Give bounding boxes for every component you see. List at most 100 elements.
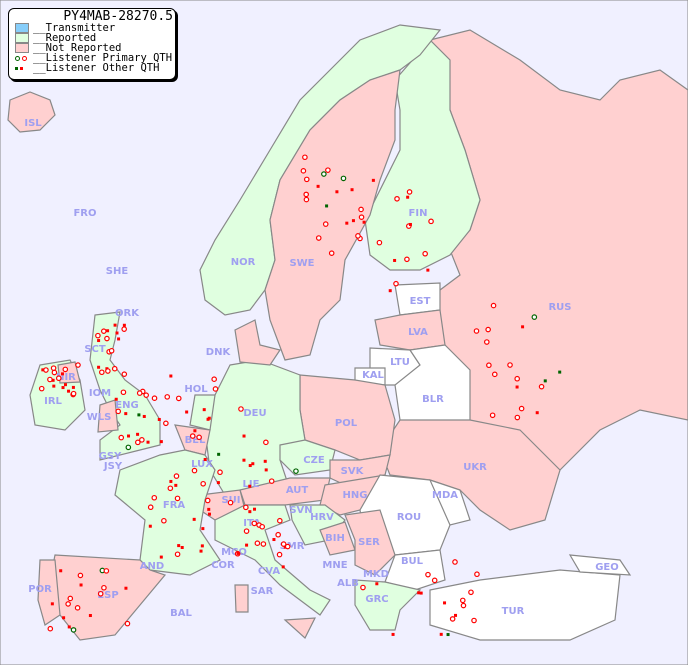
country-label-rus: RUS	[548, 302, 571, 313]
country-hol[interactable]	[189, 394, 216, 431]
listener-primary-qth-marker	[315, 235, 322, 241]
country-ser[interactable]	[344, 509, 396, 576]
listener-primary-qth-marker	[143, 392, 150, 398]
listener-primary-qth-marker	[191, 467, 198, 474]
listener-primary-qth-marker	[293, 468, 299, 474]
listener-other-qth-marker	[446, 633, 450, 637]
country-wls[interactable]	[97, 399, 119, 433]
listener-primary-qth-marker	[173, 473, 180, 479]
country-label-pol: POL	[335, 418, 358, 429]
listener-other-qth-marker	[515, 385, 519, 389]
country-sar[interactable]	[234, 584, 249, 613]
listener-other-qth-marker	[345, 221, 349, 225]
circle-marker-icon	[15, 55, 29, 61]
listener-primary-qth-marker	[460, 602, 467, 609]
country-label-mco: MCO	[221, 547, 247, 558]
listener-primary-qth-marker	[38, 385, 45, 392]
listener-primary-qth-marker	[100, 328, 107, 334]
country-label-fin: FIN	[409, 208, 428, 219]
country-label-fra: FRA	[163, 500, 186, 511]
listener-other-qth-marker	[264, 468, 268, 472]
listener-other-qth-marker	[207, 416, 211, 420]
listener-primary-qth-marker	[174, 495, 181, 502]
listener-primary-qth-marker	[328, 250, 335, 256]
listener-primary-qth-marker	[491, 371, 498, 378]
country-geo[interactable]	[568, 554, 632, 576]
listener-primary-qth-marker	[428, 218, 434, 225]
country-swe[interactable]	[264, 69, 401, 361]
listener-primary-qth-marker	[486, 362, 492, 369]
listener-primary-qth-marker	[243, 504, 249, 511]
listener-primary-qth-marker	[355, 233, 361, 239]
country-ukr[interactable]	[379, 419, 561, 531]
listener-other-qth-marker	[242, 458, 246, 462]
country-por[interactable]	[37, 559, 61, 626]
country-fra[interactable]	[114, 449, 221, 576]
listener-primary-qth-marker	[67, 595, 74, 602]
country-ita[interactable]	[214, 504, 331, 616]
country-label-bel: BEL	[185, 435, 206, 446]
listener-other-qth-marker	[142, 414, 146, 418]
listener-primary-qth-marker	[125, 444, 132, 451]
country-label-cva: CVA	[258, 566, 280, 577]
country-grc[interactable]	[354, 579, 422, 631]
country-fin[interactable]	[364, 39, 481, 271]
country-label-and: AND	[140, 561, 164, 572]
listener-primary-qth-marker	[62, 366, 69, 373]
listener-primary-qth-marker	[260, 541, 267, 547]
country-label-bal: BAL	[170, 608, 192, 619]
country-label-lux: LUX	[191, 459, 213, 470]
listener-primary-qth-marker	[489, 412, 496, 419]
listener-other-qth-marker	[248, 464, 252, 468]
listener-other-qth-marker	[535, 411, 539, 415]
listener-other-qth-marker	[272, 538, 276, 542]
listener-primary-qth-marker	[514, 414, 521, 421]
listener-other-qth-marker	[174, 483, 178, 487]
listener-primary-qth-marker	[103, 568, 110, 574]
country-label-cze: CZE	[303, 455, 325, 466]
listener-other-qth-marker	[236, 551, 240, 555]
country-dnk[interactable]	[234, 319, 281, 366]
listener-primary-qth-marker	[394, 195, 400, 202]
country-label-jsy: JSY	[103, 461, 123, 472]
legend-not-reported: __Not Reported	[9, 43, 175, 53]
country-isl[interactable]	[7, 91, 56, 133]
listener-primary-qth-marker	[95, 332, 101, 339]
listener-primary-qth-marker	[302, 154, 308, 161]
listener-primary-qth-marker	[376, 239, 383, 246]
listener-other-qth-marker	[124, 412, 128, 416]
country-label-kal: KAL	[362, 370, 384, 381]
listener-other-qth-marker	[146, 440, 150, 444]
listener-other-qth-marker	[97, 365, 101, 369]
country-label-she: SHE	[106, 266, 129, 277]
listener-other-qth-marker	[124, 586, 128, 590]
listener-other-qth-marker	[51, 378, 55, 382]
country-label-alb: ALB	[337, 578, 359, 589]
country-label-eng: ENG	[115, 400, 138, 411]
listener-primary-qth-marker	[200, 480, 206, 487]
country-label-aut: AUT	[286, 485, 309, 496]
listener-other-qth-marker	[521, 325, 525, 329]
listener-other-qth-marker	[159, 440, 163, 444]
listener-primary-qth-marker	[204, 497, 211, 504]
country-label-wls: WLS	[87, 412, 112, 423]
listener-primary-qth-marker	[47, 376, 53, 383]
country-tur[interactable]	[429, 569, 621, 641]
listener-primary-qth-marker	[275, 531, 281, 538]
listener-other-qth-marker	[137, 413, 141, 417]
listener-other-qth-marker	[148, 524, 152, 528]
listener-other-qth-marker	[439, 632, 443, 636]
listener-other-qth-marker	[122, 323, 126, 327]
listener-other-qth-marker	[113, 323, 117, 327]
country-label-geo: GEO	[595, 562, 619, 573]
country-label-nor: NOR	[231, 257, 256, 268]
listener-primary-qth-marker	[518, 405, 525, 412]
listener-primary-qth-marker	[322, 221, 329, 227]
listener-primary-qth-marker	[268, 478, 275, 484]
listener-other-qth-marker	[115, 331, 119, 335]
listener-primary-qth-marker	[425, 571, 431, 578]
country-label-ltu: LTU	[390, 357, 410, 368]
country-bul[interactable]	[384, 549, 446, 591]
